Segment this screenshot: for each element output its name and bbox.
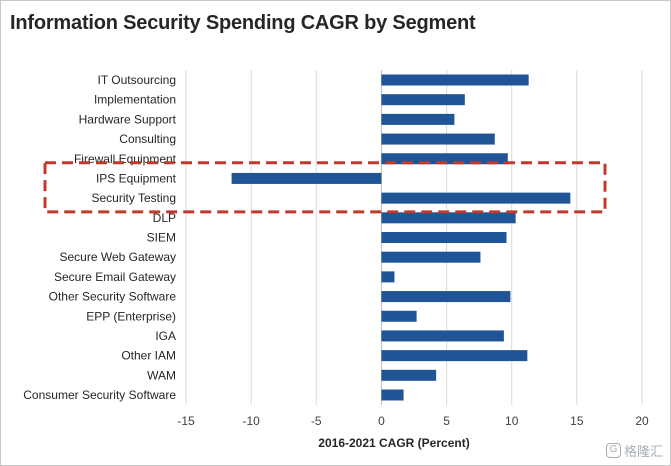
highlight-box: [43, 161, 607, 214]
bar: [381, 330, 504, 342]
category-label: Other Security Software: [49, 290, 177, 304]
grid-lines: [185, 70, 643, 405]
bar: [381, 113, 455, 125]
x-tick-label: 5: [443, 414, 450, 428]
tick-labels: -15 -10 -5 0 5 10 15 20: [177, 414, 649, 428]
watermark-text: 格隆汇: [623, 444, 663, 459]
x-tick-label: 20: [635, 414, 649, 428]
gezhi-logo-icon: G: [605, 443, 621, 458]
x-tick-label: -5: [311, 414, 322, 428]
category-label: Security Testing: [92, 191, 177, 205]
bar: [381, 291, 511, 303]
x-axis-title: 2016-2021 CAGR (Percent): [318, 436, 469, 450]
category-label: Consulting: [119, 132, 176, 146]
bar: [381, 94, 465, 106]
bar: [381, 192, 571, 204]
category-labels: IT Outsourcing Implementation Hardware Sup…: [23, 73, 176, 402]
category-label: DLP: [153, 211, 176, 225]
x-tick-label: -15: [177, 414, 195, 428]
bar: [231, 172, 382, 184]
x-tick-label: 15: [570, 414, 584, 428]
x-tick-label: -10: [242, 414, 260, 428]
category-label: Implementation: [94, 93, 176, 107]
bar: [381, 310, 417, 322]
bar: [381, 251, 481, 263]
category-label: IT Outsourcing: [98, 73, 176, 87]
bar: [381, 350, 528, 362]
bar: [381, 232, 507, 243]
bar: [381, 74, 529, 86]
category-label: Secure Web Gateway: [59, 250, 176, 264]
bar: [381, 271, 395, 283]
category-label: IPS Equipment: [96, 171, 177, 185]
category-label: IGA: [155, 329, 176, 343]
category-label: Hardware Support: [79, 112, 177, 126]
bars: [231, 74, 571, 401]
x-tick-label: 10: [505, 414, 519, 428]
category-label: EPP (Enterprise): [86, 309, 176, 323]
bar: [381, 369, 437, 381]
watermark: G 格隆汇: [605, 441, 663, 460]
annotations: [43, 161, 607, 214]
bar: [381, 212, 516, 224]
category-label: SIEM: [147, 231, 176, 245]
category-label: WAM: [147, 368, 176, 382]
bar: [381, 133, 495, 145]
bar: [381, 389, 404, 401]
x-tick-label: 0: [378, 414, 385, 428]
bar: [381, 153, 508, 165]
category-label: Other IAM: [121, 349, 176, 363]
chart-title: Information Security Spending CAGR by Se…: [10, 12, 476, 34]
category-label: Secure Email Gateway: [54, 270, 176, 284]
category-label: Consumer Security Software: [23, 388, 176, 402]
